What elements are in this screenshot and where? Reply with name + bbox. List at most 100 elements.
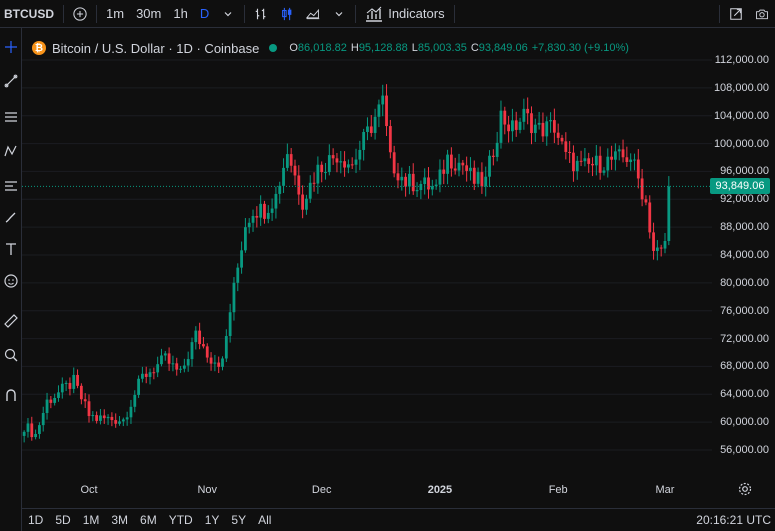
time-tick-label: 2025 — [427, 484, 453, 496]
price-scale[interactable]: 56,000.00 60,000.00 64,000.00 68,000.00 72,0… — [712, 28, 775, 476]
compare-add-icon[interactable] — [67, 0, 93, 28]
candle — [53, 393, 57, 406]
price-tick-label: 112,000.00 — [714, 54, 769, 66]
candle — [469, 157, 472, 181]
magnet-icon[interactable] — [2, 386, 20, 404]
candle — [125, 411, 129, 426]
candle — [228, 303, 232, 343]
chevron-down-icon[interactable] — [215, 0, 241, 28]
fib-retracement-icon[interactable] — [2, 108, 20, 126]
time-tick-label: Nov — [197, 484, 218, 496]
range-1y[interactable]: 1Y — [204, 513, 220, 527]
candle — [472, 160, 476, 191]
camera-icon[interactable] — [749, 0, 775, 28]
candle — [346, 159, 350, 174]
candle — [202, 336, 205, 349]
candle — [392, 145, 396, 178]
fullscreen-icon[interactable] — [723, 0, 749, 28]
candle — [144, 366, 148, 384]
candle — [221, 356, 224, 371]
indicators-icon — [366, 6, 383, 22]
area-chart-style-icon[interactable] — [300, 0, 326, 28]
brush-icon[interactable] — [2, 208, 20, 226]
candle — [95, 411, 99, 424]
candle — [324, 162, 327, 180]
toolbar-divider — [244, 4, 246, 23]
candle — [606, 148, 610, 178]
chevron-down-icon[interactable] — [326, 0, 352, 28]
emoji-icon[interactable] — [2, 272, 20, 290]
candle — [388, 119, 392, 159]
interval-30m[interactable]: 30m — [136, 6, 162, 21]
candle — [251, 209, 255, 232]
interval-1m[interactable]: 1m — [106, 6, 125, 21]
ruler-icon[interactable] — [2, 312, 20, 330]
bar-chart-style-icon[interactable] — [248, 0, 274, 28]
price-tick-label: 108,000.00 — [713, 81, 769, 94]
candle — [625, 146, 629, 167]
candle — [614, 143, 617, 171]
text-tool-icon[interactable] — [2, 240, 20, 258]
candle — [369, 115, 373, 137]
candle — [247, 218, 251, 234]
candle — [602, 167, 606, 176]
candle — [41, 406, 45, 432]
range-5y[interactable]: 5Y — [231, 513, 247, 527]
chart-settings-icon[interactable] — [738, 482, 754, 498]
interval-1d[interactable]: D — [199, 6, 210, 21]
low-key: L — [411, 42, 418, 54]
price-tick-label: 56,000.00 — [720, 444, 769, 456]
trend-line-icon[interactable] — [2, 72, 20, 90]
candle — [499, 100, 503, 149]
pattern-icon[interactable] — [2, 142, 20, 160]
high-value: 95,128.88 — [358, 42, 408, 54]
candle — [594, 144, 598, 176]
candle — [587, 152, 591, 173]
zoom-icon[interactable] — [2, 346, 20, 364]
candles-style-icon[interactable] — [274, 0, 300, 28]
candle — [148, 368, 152, 385]
candle — [76, 369, 79, 389]
forecast-icon[interactable] — [2, 176, 20, 194]
interval-1h[interactable]: 1h — [173, 6, 188, 21]
candle — [667, 176, 671, 246]
candle — [72, 367, 76, 394]
candle — [91, 411, 95, 422]
indicators-button[interactable]: Indicators — [359, 0, 450, 28]
candle — [480, 162, 484, 194]
range-3m[interactable]: 3M — [111, 513, 129, 527]
price-tick-label: 92,000.00 — [720, 193, 769, 206]
candle — [476, 167, 480, 188]
time-tick-label: Oct — [80, 484, 98, 496]
candle — [461, 159, 465, 175]
range-1m[interactable]: 1M — [82, 513, 100, 527]
range-ytd[interactable]: YTD — [168, 513, 193, 527]
crosshair-icon[interactable] — [2, 38, 20, 56]
market-status-dot — [269, 44, 278, 52]
candle — [530, 106, 533, 145]
candle — [270, 198, 274, 221]
candle — [38, 422, 41, 439]
candle — [400, 167, 404, 191]
price-chart[interactable] — [22, 28, 712, 476]
candle — [209, 352, 213, 371]
range-1d[interactable]: 1D — [28, 513, 44, 527]
candle — [648, 195, 652, 239]
utc-clock[interactable]: 20:16:21 UTC — [696, 513, 771, 527]
symbol-search[interactable]: BTCUSD — [4, 6, 54, 21]
candle — [507, 115, 511, 143]
range-all[interactable]: All — [258, 513, 272, 527]
range-6m[interactable]: 6M — [140, 513, 157, 527]
candle — [305, 194, 308, 215]
candle — [68, 377, 72, 396]
candle — [339, 150, 343, 174]
candle — [564, 132, 568, 160]
candle — [549, 112, 552, 133]
toolbar-divider — [63, 4, 64, 23]
candle — [114, 413, 118, 428]
candle — [385, 84, 388, 137]
price-tick-label: 88,000.00 — [720, 221, 769, 234]
candle — [45, 392, 49, 420]
candle — [488, 150, 491, 188]
range-5d[interactable]: 5D — [55, 513, 71, 527]
